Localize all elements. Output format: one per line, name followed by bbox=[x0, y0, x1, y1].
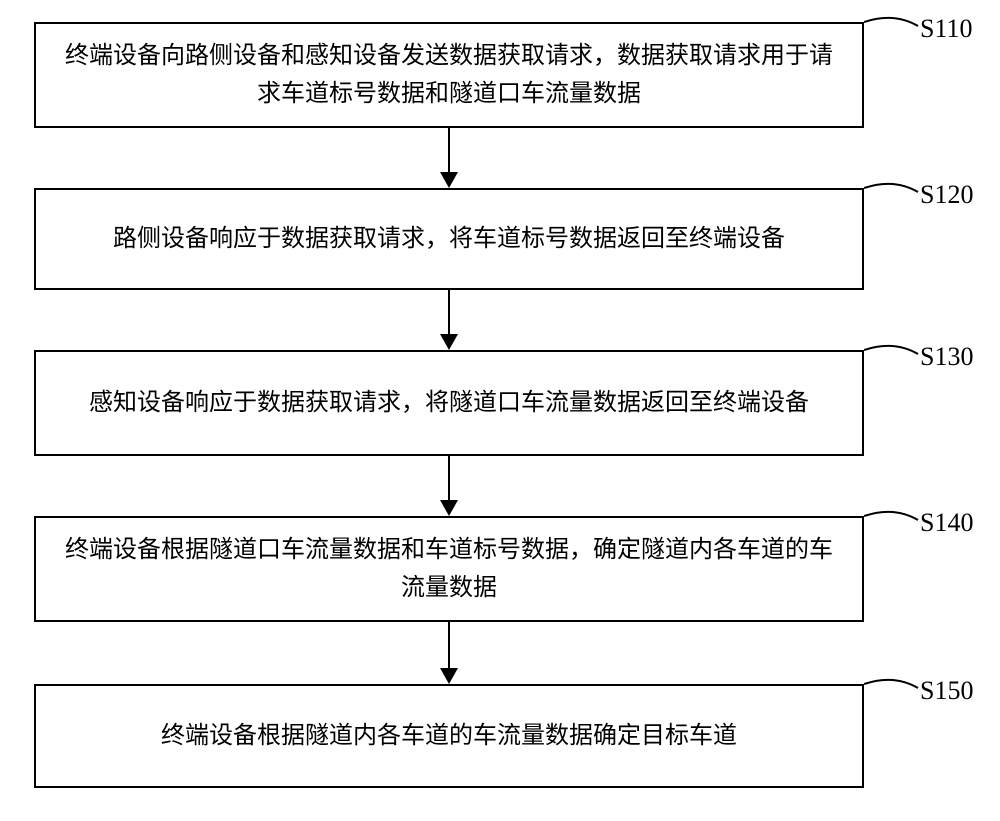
step-label-s130: S130 bbox=[920, 342, 973, 372]
arrow-s140-s150 bbox=[448, 622, 450, 668]
step-label-s140: S140 bbox=[920, 508, 973, 538]
arrow-head-icon bbox=[440, 500, 458, 516]
flowchart-canvas: 终端设备向路侧设备和感知设备发送数据获取请求，数据获取请求用于请求车道标号数据和… bbox=[0, 0, 1000, 821]
step-box-s130: 感知设备响应于数据获取请求，将隧道口车流量数据返回至终端设备 bbox=[34, 350, 864, 456]
step-label-s120: S120 bbox=[920, 180, 973, 210]
step-label-s110: S110 bbox=[920, 14, 973, 44]
step-text: 终端设备根据隧道内各车道的车流量数据确定目标车道 bbox=[161, 717, 737, 755]
arrow-s130-s140 bbox=[448, 456, 450, 500]
label-text: S140 bbox=[920, 508, 973, 537]
step-box-s120: 路侧设备响应于数据获取请求，将车道标号数据返回至终端设备 bbox=[34, 188, 864, 290]
step-box-s140: 终端设备根据隧道口车流量数据和车道标号数据，确定隧道内各车道的车流量数据 bbox=[34, 516, 864, 622]
arrow-head-icon bbox=[440, 172, 458, 188]
step-text: 终端设备根据隧道口车流量数据和车道标号数据，确定隧道内各车道的车流量数据 bbox=[56, 531, 842, 608]
connector-s130 bbox=[864, 342, 920, 362]
arrow-head-icon bbox=[440, 668, 458, 684]
arrow-s110-s120 bbox=[448, 128, 450, 172]
label-text: S130 bbox=[920, 342, 973, 371]
connector-s140 bbox=[864, 508, 920, 528]
step-box-s150: 终端设备根据隧道内各车道的车流量数据确定目标车道 bbox=[34, 684, 864, 788]
connector-s120 bbox=[864, 180, 920, 200]
connector-s110 bbox=[864, 14, 920, 34]
step-label-s150: S150 bbox=[920, 676, 973, 706]
arrow-head-icon bbox=[440, 334, 458, 350]
step-box-s110: 终端设备向路侧设备和感知设备发送数据获取请求，数据获取请求用于请求车道标号数据和… bbox=[34, 22, 864, 128]
step-text: 感知设备响应于数据获取请求，将隧道口车流量数据返回至终端设备 bbox=[89, 384, 809, 422]
arrow-s120-s130 bbox=[448, 290, 450, 334]
label-text: S150 bbox=[920, 676, 973, 705]
label-text: S120 bbox=[920, 180, 973, 209]
step-text: 终端设备向路侧设备和感知设备发送数据获取请求，数据获取请求用于请求车道标号数据和… bbox=[56, 37, 842, 114]
step-text: 路侧设备响应于数据获取请求，将车道标号数据返回至终端设备 bbox=[113, 220, 785, 258]
label-text: S110 bbox=[920, 14, 973, 43]
connector-s150 bbox=[864, 676, 920, 696]
